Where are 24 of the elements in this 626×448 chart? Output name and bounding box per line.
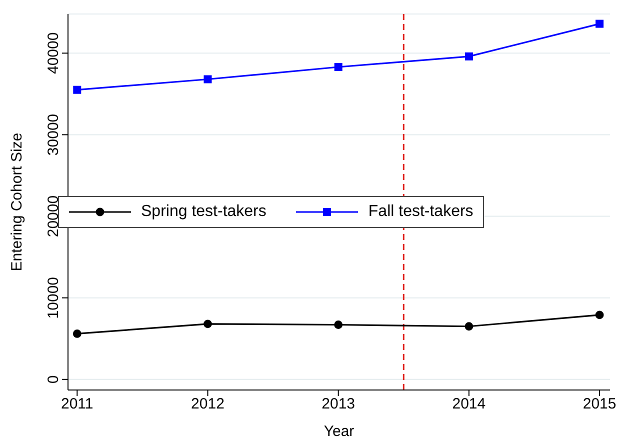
y-axis-title: Entering Cohort Size (8, 132, 26, 272)
point (204, 75, 212, 84)
point (596, 20, 604, 28)
x-tick-label: 2013 (322, 396, 356, 413)
y-tick-label: 0 (45, 375, 62, 384)
y-tick-label: 40000 (45, 32, 62, 74)
legend-label: Spring test-takers (141, 203, 266, 221)
point (595, 310, 604, 320)
point (73, 86, 82, 94)
legend-label: Fall test-takers (368, 203, 474, 221)
x-tick-label: 2011 (61, 396, 94, 413)
point (334, 63, 342, 72)
point (72, 330, 82, 338)
y-tick-label: 20000 (45, 195, 62, 238)
x-tick-label: 2015 (582, 396, 616, 413)
x-axis-title: Year (324, 423, 354, 440)
point (464, 52, 473, 60)
x-tick-label: 2012 (191, 396, 224, 413)
point (464, 322, 474, 331)
y-tick-label: 30000 (45, 114, 62, 156)
point (204, 320, 212, 328)
y-tick-label: 10000 (45, 276, 62, 319)
point (334, 320, 343, 329)
x-tick-label: 2014 (452, 396, 486, 413)
